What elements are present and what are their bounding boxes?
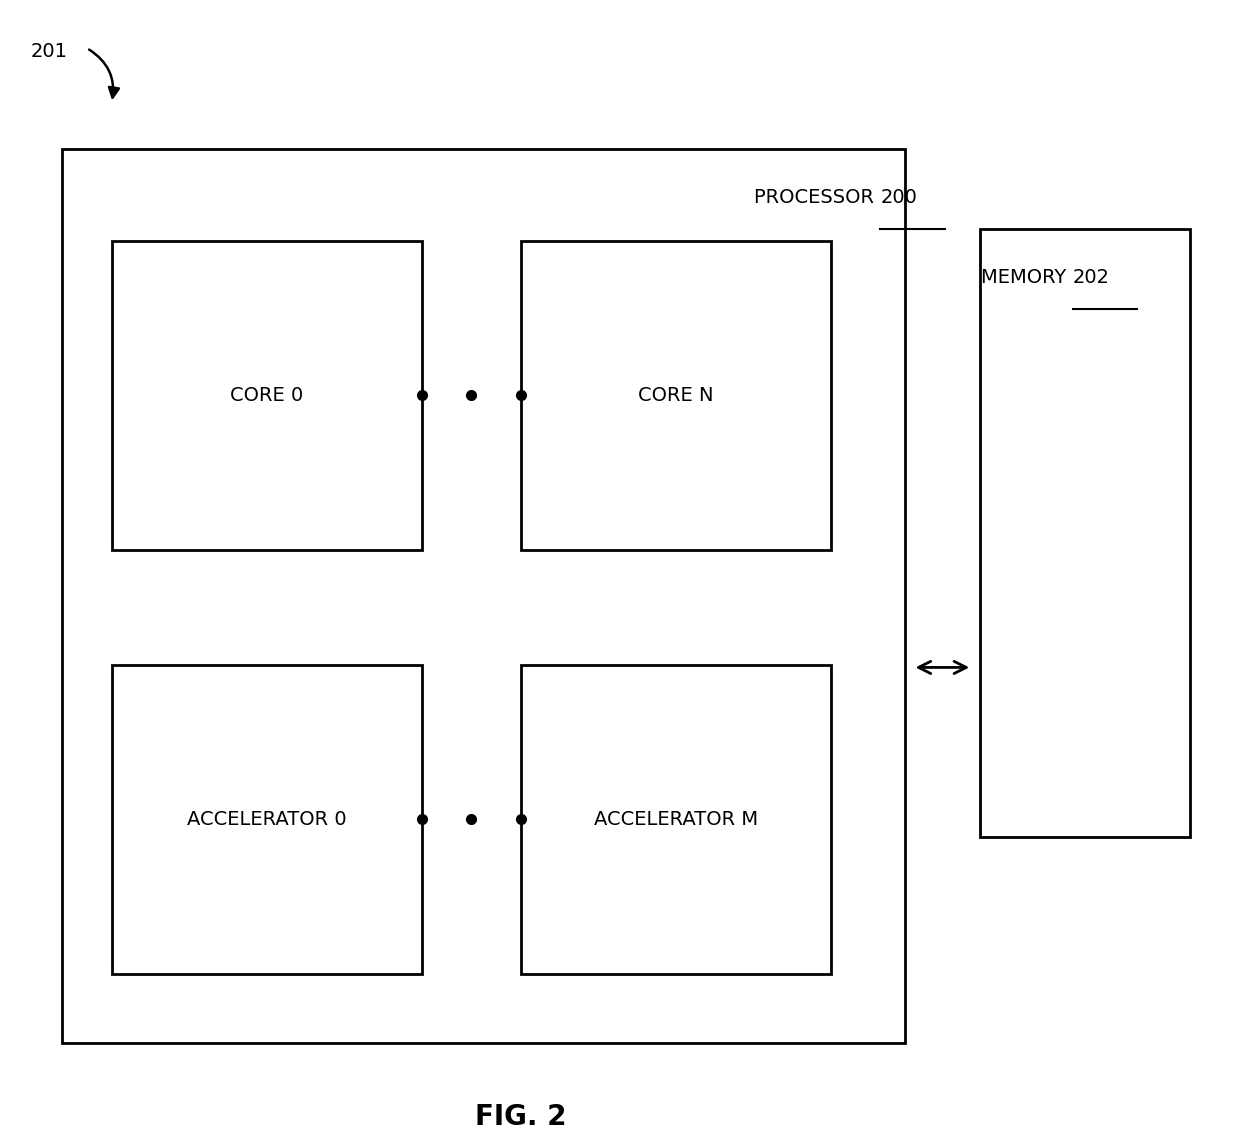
Bar — [980, 229, 1190, 837]
Text: CORE 0: CORE 0 — [229, 386, 304, 405]
Text: 202: 202 — [1073, 268, 1110, 286]
Text: ACCELERATOR 0: ACCELERATOR 0 — [187, 810, 346, 829]
Text: CORE N: CORE N — [639, 386, 713, 405]
Text: MEMORY: MEMORY — [981, 268, 1073, 286]
Text: PROCESSOR: PROCESSOR — [754, 188, 880, 206]
Bar — [521, 665, 831, 974]
Bar — [112, 241, 422, 550]
Text: 201: 201 — [31, 42, 68, 61]
Bar — [112, 665, 422, 974]
Text: 200: 200 — [880, 188, 918, 206]
Bar — [521, 241, 831, 550]
Text: ACCELERATOR M: ACCELERATOR M — [594, 810, 758, 829]
Text: FIG. 2: FIG. 2 — [475, 1104, 567, 1131]
Bar — [62, 149, 905, 1043]
